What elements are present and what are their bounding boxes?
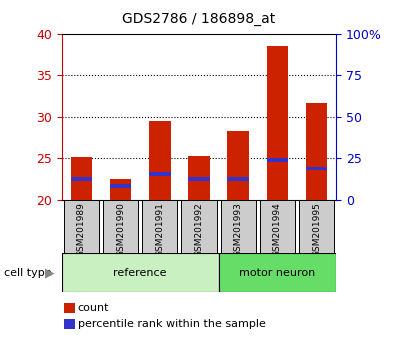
Bar [306,166,328,170]
Bar [306,103,328,200]
Text: reference: reference [113,268,167,278]
Bar [267,158,288,162]
Text: percentile rank within the sample: percentile rank within the sample [78,319,265,329]
Text: ▶: ▶ [45,266,55,279]
Text: GSM201989: GSM201989 [77,202,86,257]
Bar [188,156,210,200]
Text: GSM201990: GSM201990 [116,202,125,257]
Bar [149,172,171,176]
Text: motor neuron: motor neuron [239,268,316,278]
FancyBboxPatch shape [103,200,138,253]
FancyBboxPatch shape [219,253,336,292]
FancyBboxPatch shape [181,200,217,253]
Bar [267,46,288,200]
Bar [149,121,171,200]
Text: GSM201992: GSM201992 [195,202,203,257]
Text: GSM201993: GSM201993 [234,202,243,257]
FancyBboxPatch shape [220,200,256,253]
Text: count: count [78,303,109,313]
Text: GSM201995: GSM201995 [312,202,321,257]
Bar [110,184,131,188]
FancyBboxPatch shape [260,200,295,253]
Text: GDS2786 / 186898_at: GDS2786 / 186898_at [122,12,276,27]
Text: GSM201994: GSM201994 [273,202,282,257]
FancyBboxPatch shape [142,200,178,253]
Bar [188,177,210,181]
Text: cell type: cell type [4,268,52,278]
Bar [110,179,131,200]
Bar [227,131,249,200]
FancyBboxPatch shape [64,200,99,253]
FancyBboxPatch shape [62,253,219,292]
Bar [70,177,92,181]
FancyBboxPatch shape [299,200,334,253]
Bar [227,177,249,181]
Bar [70,157,92,200]
Text: GSM201991: GSM201991 [155,202,164,257]
